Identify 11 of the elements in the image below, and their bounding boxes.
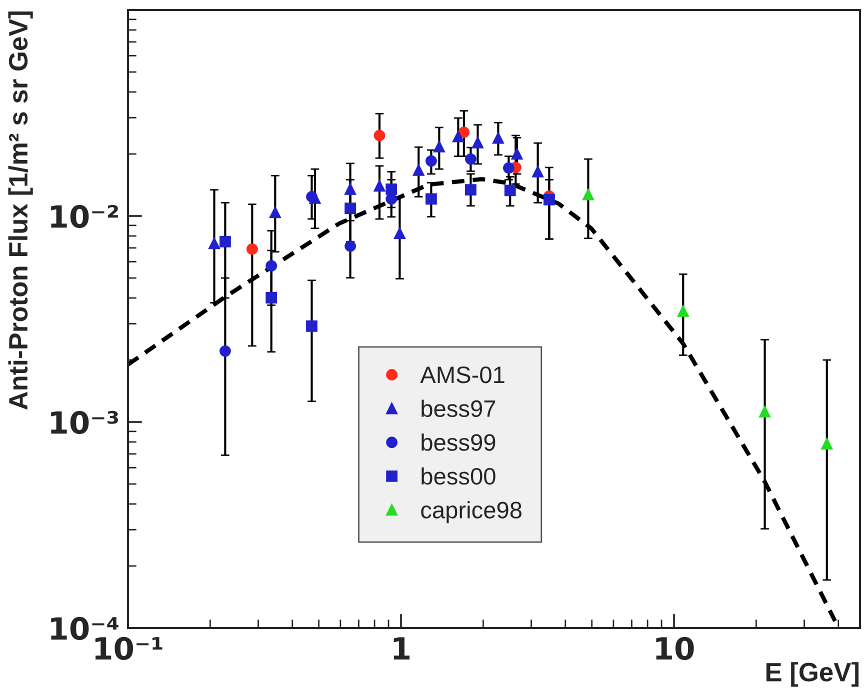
y-axis-title: Anti-Proton Flux [1/m² s sr GeV] [8, 11, 33, 410]
legend-label: AMS-01 [420, 366, 504, 384]
y-tick-label: 10⁻³ [51, 410, 118, 434]
legend-label: bess99 [422, 434, 496, 451]
legend-label: bess97 [422, 400, 496, 418]
x-tick-label: 10 [656, 636, 694, 660]
legend-label: bess00 [422, 467, 496, 485]
y-tick-label: 10⁻² [51, 204, 118, 228]
x-tick-label: 1 [394, 637, 410, 660]
legend-label: caprice98 [421, 501, 522, 524]
x-axis-title: E [GeV] [766, 662, 859, 687]
